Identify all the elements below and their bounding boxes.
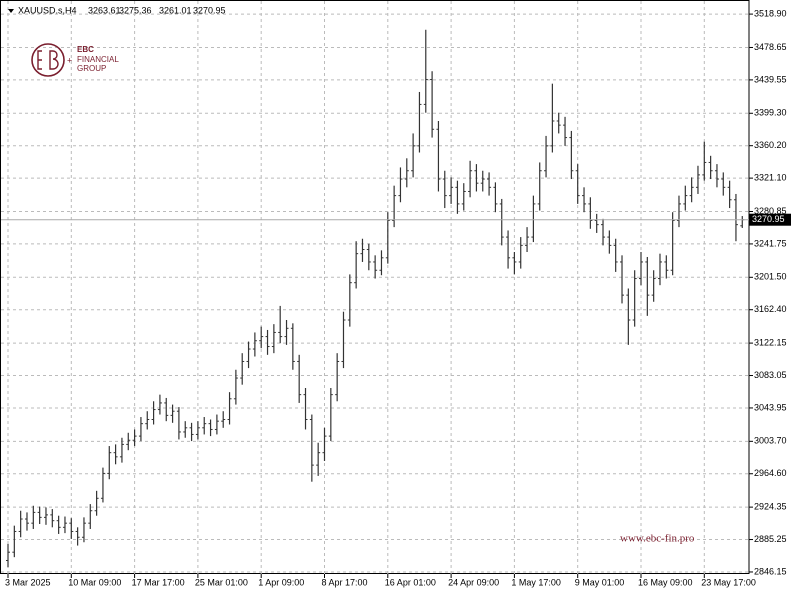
bars xyxy=(6,29,745,568)
logo-ring xyxy=(31,43,65,77)
header-arrow xyxy=(8,9,14,13)
header-close: 3270.95 xyxy=(193,5,226,15)
y-tick-label: 3439.55 xyxy=(754,74,787,84)
chart-title: XAUUSD.s,H4 xyxy=(18,5,77,15)
x-tick-label: 17 Mar 17:00 xyxy=(132,577,185,587)
plot-frame xyxy=(0,0,750,574)
header-high: 3275.36 xyxy=(119,5,152,15)
x-tick-label: 1 May 17:00 xyxy=(511,577,561,587)
x-tick-label: 23 May 17:00 xyxy=(701,577,756,587)
x-tick-label: 24 Apr 09:00 xyxy=(448,577,499,587)
logo-mark xyxy=(37,50,59,70)
x-tick-label: 3 Mar 2025 xyxy=(5,577,51,587)
y-tick-label: 3360.20 xyxy=(754,140,787,150)
y-tick-label: 3162.40 xyxy=(754,304,787,314)
logo: + EBC FINANCIAL GROUP xyxy=(31,43,119,77)
y-tick-label: 3043.95 xyxy=(754,402,787,412)
y-tick-label: 3280.85 xyxy=(754,206,787,216)
y-tick-label: 3478.65 xyxy=(754,42,787,52)
y-tick-label: 2885.25 xyxy=(754,534,787,544)
y-tick-label: 3122.15 xyxy=(754,337,787,347)
logo-plus: + xyxy=(67,55,72,65)
y-tick-label: 2964.60 xyxy=(754,468,787,478)
x-tick-label: 16 Apr 01:00 xyxy=(385,577,436,587)
y-tick-label: 3201.50 xyxy=(754,272,787,282)
grid xyxy=(1,1,749,574)
logo-text: FINANCIAL xyxy=(77,55,119,64)
header-low: 3261.01 xyxy=(159,5,192,15)
watermark-url: www.ebc-fin.pro xyxy=(620,533,695,545)
last-price-box xyxy=(749,213,791,226)
logo-text: EBC xyxy=(77,45,94,54)
x-tick-label: 25 Mar 01:00 xyxy=(195,577,248,587)
y-tick-label: 3321.10 xyxy=(754,172,787,182)
x-tick-label: 8 Apr 17:00 xyxy=(322,577,368,587)
y-tick-label: 3083.05 xyxy=(754,370,787,380)
last-price-label: 3270.95 xyxy=(752,214,785,224)
y-tick-label: 2924.35 xyxy=(754,501,787,511)
x-tick-label: 9 May 01:00 xyxy=(575,577,625,587)
x-tick-label: 10 Mar 09:00 xyxy=(68,577,121,587)
logo-text: GROUP xyxy=(77,64,106,73)
y-tick-label: 2846.15 xyxy=(754,566,787,576)
y-tick-label: 3003.70 xyxy=(754,436,787,446)
y-tick-label: 3518.90 xyxy=(754,8,787,18)
x-tick-label: 1 Apr 09:00 xyxy=(258,577,304,587)
y-tick-label: 3399.30 xyxy=(754,108,787,118)
x-tick-label: 16 May 09:00 xyxy=(638,577,693,587)
header-open: 3263.61 xyxy=(88,5,121,15)
y-tick-label: 3241.75 xyxy=(754,238,787,248)
